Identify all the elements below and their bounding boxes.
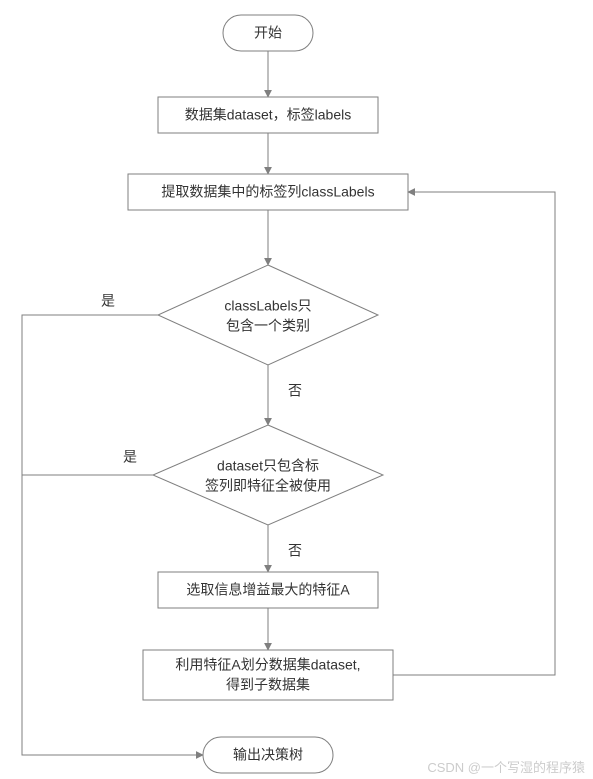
dec2-node	[153, 425, 383, 525]
dec1-no-label: 否	[288, 383, 302, 399]
split-line2: 得到子数据集	[226, 677, 310, 693]
dec2-no-label: 否	[288, 543, 302, 559]
extract-label: 提取数据集中的标签列classLabels	[161, 184, 374, 200]
dec2-yes-label: 是	[123, 449, 137, 465]
dec1-node	[158, 265, 378, 365]
select-label: 选取信息增益最大的特征A	[186, 582, 350, 598]
output-label: 输出决策树	[233, 747, 303, 763]
edge-split-extract	[393, 192, 555, 675]
split-line1: 利用特征A划分数据集dataset,	[175, 657, 360, 673]
dec1-yes-label: 是	[101, 293, 115, 309]
dec2-line1: dataset只包含标	[217, 458, 319, 474]
flowchart-canvas: 开始 数据集dataset，标签labels 提取数据集中的标签列classLa…	[0, 0, 593, 779]
watermark-text: CSDN @一个写湿的程序猿	[427, 760, 585, 775]
start-label: 开始	[254, 25, 282, 41]
dec1-line2: 包含一个类别	[226, 318, 310, 334]
dec2-line2: 签列即特征全被使用	[205, 478, 331, 494]
input-label: 数据集dataset，标签labels	[185, 107, 352, 123]
dec1-line1: classLabels只	[224, 298, 311, 314]
